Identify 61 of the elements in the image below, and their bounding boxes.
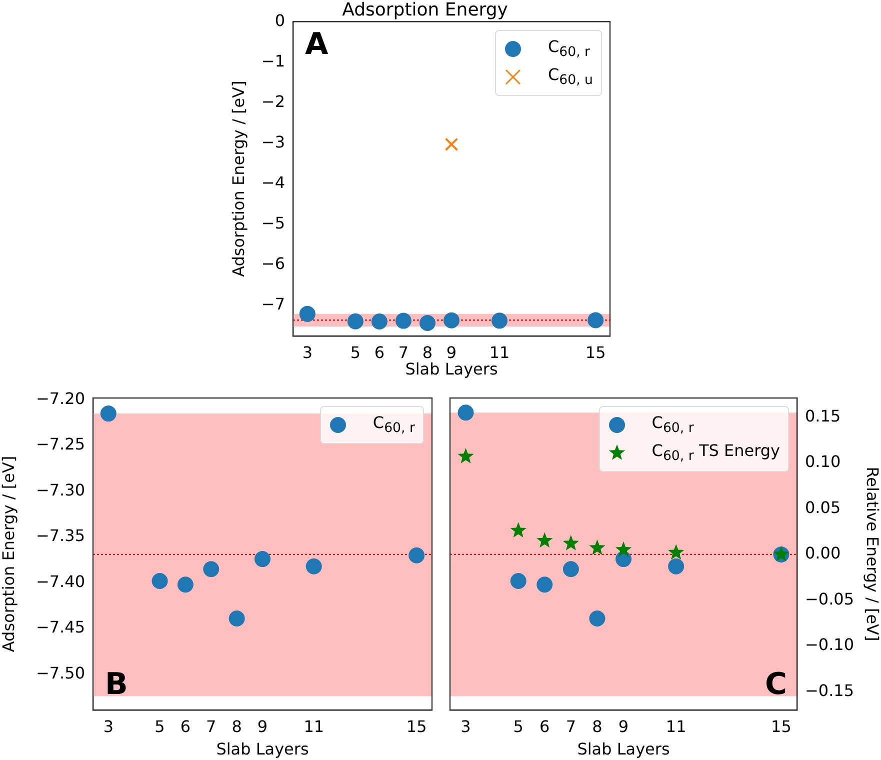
y-tick-label: −7.40 — [36, 572, 85, 591]
x-tick-label: 9 — [446, 342, 457, 362]
x-tick-label: 8 — [592, 716, 602, 736]
x-tick-label: 6 — [374, 342, 385, 362]
y-tick-label: −7.45 — [36, 618, 85, 637]
x-tick-label: 5 — [513, 716, 524, 736]
x-tick-label: 5 — [154, 716, 165, 736]
y-tick-label: 0 — [274, 10, 285, 30]
y-tick-label: −7.30 — [36, 480, 85, 500]
y-tick-label: −2 — [261, 92, 285, 111]
legend-label: C$_{60, r}$ — [652, 413, 694, 437]
x-tick-label: 3 — [103, 716, 114, 736]
x-tick-label: 11 — [666, 716, 686, 736]
y2-tick-label: −0.05 — [805, 589, 854, 608]
annotation: B — [105, 667, 128, 702]
y-tick-label: −7.35 — [36, 526, 85, 546]
x-tick-label: 5 — [350, 342, 361, 362]
legend-label: C$_{60, r}$ — [372, 413, 415, 437]
x-tick-label: 6 — [180, 716, 191, 736]
x-tick-label: 6 — [540, 716, 550, 736]
y2-tick-label: 0.15 — [805, 406, 841, 426]
annotation: C — [764, 667, 787, 702]
x-axis-title: Slab Layers — [216, 740, 309, 759]
x-tick-label: 7 — [206, 716, 216, 736]
x-tick-label: 3 — [302, 342, 313, 362]
x-tick-label: 11 — [304, 716, 324, 736]
y2-tick-label: 0.10 — [805, 452, 841, 472]
y-tick-label: −4 — [261, 172, 285, 192]
y-tick-label: −7.25 — [36, 434, 85, 454]
x-tick-label: 8 — [422, 342, 433, 362]
y-tick-label: −1 — [261, 51, 285, 70]
annotation: A — [305, 26, 328, 62]
legend-label: C$_{60, r}$ — [548, 37, 590, 60]
legend-label: C$_{60, r}$ TS Energy — [652, 441, 780, 465]
x-tick-label: 15 — [771, 716, 792, 736]
x-tick-label: 8 — [232, 716, 242, 736]
y2-tick-label: −0.10 — [805, 635, 854, 654]
y-tick-label: −6 — [261, 254, 285, 273]
x-tick-label: 9 — [618, 716, 629, 736]
x-tick-label: 7 — [398, 342, 409, 362]
y-tick-label: −7 — [261, 294, 285, 314]
legend-label: C$_{60, u}$ — [548, 65, 593, 88]
x-tick-label: 15 — [406, 716, 427, 736]
chart-title: Adsorption Energy — [342, 0, 508, 20]
y2-tick-label: −0.15 — [805, 680, 854, 700]
x-tick-label: 11 — [489, 342, 510, 362]
x-axis-title: Slab Layers — [405, 360, 498, 379]
x-tick-label: 7 — [566, 716, 576, 736]
y2-tick-label: 0.00 — [805, 544, 841, 563]
y-tick-label: −5 — [261, 213, 285, 232]
y-tick-label: −7.20 — [36, 388, 85, 408]
y2-tick-label: 0.05 — [805, 498, 841, 517]
x-tick-label: 9 — [257, 716, 268, 736]
y-tick-label: −7.50 — [36, 663, 85, 682]
y-axis-title: Adsorption Energy / [eV] — [0, 456, 18, 652]
y-axis-title: Adsorption Energy / [eV] — [228, 80, 248, 277]
x-axis-title: Slab Layers — [577, 740, 670, 759]
x-tick-label: 15 — [585, 342, 606, 362]
x-tick-label: 3 — [460, 716, 471, 736]
y2-axis-title: Relative Energy / [eV] — [863, 466, 881, 642]
y-tick-label: −3 — [261, 132, 285, 152]
